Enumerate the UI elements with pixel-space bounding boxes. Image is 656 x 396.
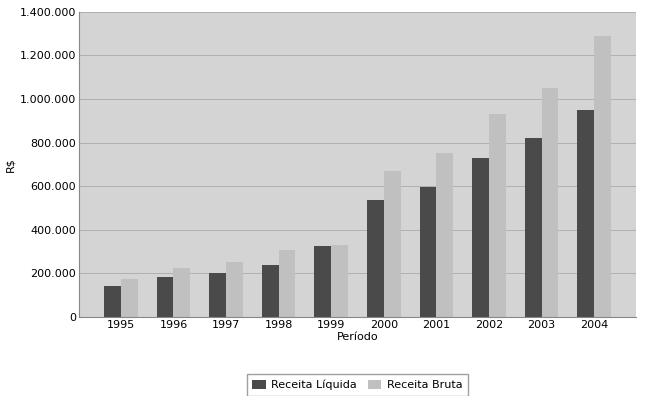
Bar <box>157 276 173 317</box>
Y-axis label: R$: R$ <box>5 157 15 172</box>
Bar <box>525 138 542 317</box>
Bar <box>121 279 138 317</box>
Bar <box>209 273 226 317</box>
Bar <box>104 286 121 317</box>
Bar <box>226 263 243 317</box>
Bar <box>436 153 453 317</box>
Bar <box>262 265 279 317</box>
Bar <box>314 246 331 317</box>
Bar <box>384 171 401 317</box>
Bar <box>489 114 506 317</box>
Bar <box>594 36 611 317</box>
Bar <box>279 250 295 317</box>
Bar <box>173 268 190 317</box>
Bar <box>420 187 436 317</box>
X-axis label: Período: Período <box>337 332 379 343</box>
Bar <box>367 200 384 317</box>
Bar <box>331 245 348 317</box>
Bar <box>577 110 594 317</box>
Legend: Receita Líquida, Receita Bruta: Receita Líquida, Receita Bruta <box>247 374 468 396</box>
Bar <box>542 88 558 317</box>
Bar <box>472 158 489 317</box>
